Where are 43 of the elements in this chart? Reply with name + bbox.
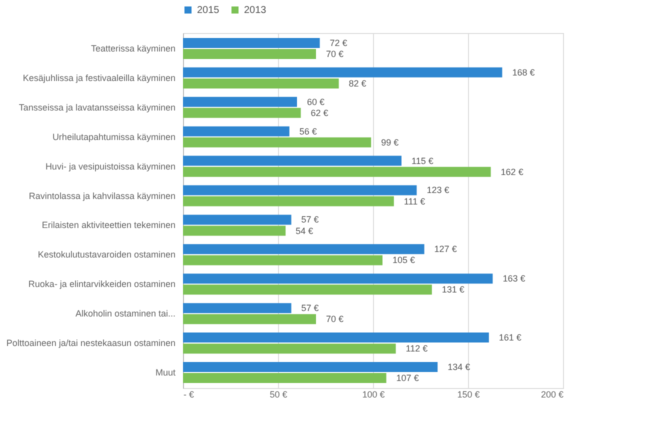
data-label: 105 € <box>392 255 416 266</box>
data-label: 107 € <box>396 373 419 384</box>
y-tick-label: Ravintolassa ja kahvilassa käyminen <box>28 190 176 201</box>
data-label: 57 € <box>301 214 319 225</box>
data-label: 70 € <box>326 48 344 59</box>
data-label: 57 € <box>301 303 319 314</box>
data-label: 115 € <box>412 156 434 166</box>
data-label: 72 € <box>330 38 348 48</box>
data-label: 134 € <box>448 362 470 372</box>
data-label: 131 € <box>442 284 464 295</box>
x-tick-label: - € <box>184 390 194 400</box>
data-label: 54 € <box>296 226 314 236</box>
data-label: 56 € <box>299 126 317 136</box>
y-tick-label: Polttoaineen ja/tai nestekaasun ostaminen <box>6 338 176 348</box>
data-label: 112 € <box>406 344 428 354</box>
y-tick-label: Urheilutapahtumissa käyminen <box>52 132 176 142</box>
legend-label: 2013 <box>244 5 267 16</box>
x-tick-label: 200 € <box>540 390 564 400</box>
data-label: 127 € <box>434 244 457 254</box>
y-tick-label: Huvi- ja vesipuistoissa käyminen <box>45 161 176 172</box>
y-tick-label: Erilaisten aktiviteettien tekeminen <box>42 220 176 230</box>
y-tick-label: Alkoholin ostaminen tai... <box>75 308 176 319</box>
data-label: 168 € <box>512 67 535 78</box>
data-label: 111 € <box>404 196 426 206</box>
data-label: 163 € <box>502 274 526 284</box>
y-tick-label: Ruoka- ja elintarvikkeiden ostaminen <box>28 279 176 290</box>
data-label: 161 € <box>498 332 522 343</box>
data-label: 123 € <box>426 185 450 196</box>
data-label: 70 € <box>326 314 344 324</box>
data-label: 62 € <box>310 108 328 118</box>
legend-label: 2015 <box>197 5 220 16</box>
y-tick-label: Teatterissa käyminen <box>90 43 176 54</box>
x-tick-label: 100 € <box>362 390 385 400</box>
x-tick-label: 50 € <box>270 390 288 400</box>
y-tick-label: Kestokulutustavaroiden ostaminen <box>38 250 176 260</box>
data-label: 60 € <box>307 96 325 107</box>
x-tick-label: 150 € <box>457 390 480 400</box>
y-tick-label: Tansseissa ja lavatansseissa käyminen <box>18 102 176 112</box>
y-tick-label: Kesäjuhlissa ja festivaaleilla käyminen <box>22 72 176 83</box>
data-label: 99 € <box>381 137 399 148</box>
data-label: 162 € <box>500 166 524 177</box>
data-label: 82 € <box>348 78 366 88</box>
y-tick-label: Muut <box>155 368 176 378</box>
